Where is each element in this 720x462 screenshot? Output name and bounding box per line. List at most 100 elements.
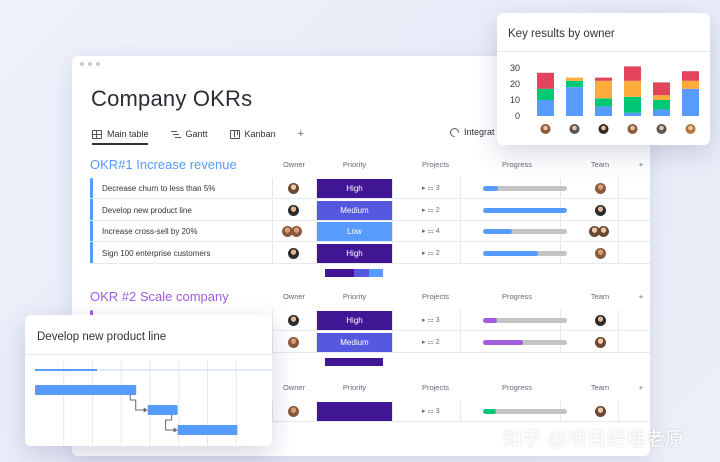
table-row[interactable]: Decrease churn to less than 5% High ▸ ⚏ 3 [90, 178, 650, 199]
team-avatar[interactable] [595, 247, 606, 259]
bar-segment[interactable] [537, 100, 554, 116]
owner-avatar[interactable] [288, 204, 299, 216]
bar-segment[interactable] [624, 66, 641, 81]
integrate-icon [448, 125, 461, 139]
add-column-button[interactable]: + [638, 292, 644, 301]
bar-segment[interactable] [624, 112, 641, 116]
priority-status[interactable]: High [317, 311, 392, 330]
team-avatar[interactable] [589, 226, 600, 237]
owner-avatar[interactable] [288, 406, 299, 417]
team-avatar[interactable] [598, 226, 609, 237]
owner-avatar[interactable] [288, 315, 299, 326]
row-name[interactable]: Sign 100 enterprise customers [102, 248, 211, 258]
integrate-label: Integrat [464, 127, 495, 137]
bar-segment[interactable] [595, 80, 612, 99]
table-row[interactable]: ▸ ⚏ 3 [90, 401, 650, 422]
progress-bar [483, 409, 567, 414]
y-tick-label: 20 [510, 79, 520, 89]
table-row[interactable]: Sign 100 enterprise customers High ▸ ⚏ 2 [90, 242, 650, 264]
bar-segment[interactable] [595, 98, 612, 107]
row-name[interactable]: Decrease churn to less than 5% [102, 184, 216, 193]
col-header-team: Team [590, 160, 610, 169]
bar-segment[interactable] [682, 80, 699, 89]
bar-segment[interactable] [624, 80, 641, 97]
bar-segment[interactable] [682, 71, 699, 81]
gantt-task-bar[interactable] [147, 405, 178, 415]
col-header-projects: Projects [421, 160, 450, 169]
projects-link[interactable]: ▸ ⚏ 3 [422, 184, 440, 192]
priority-status[interactable]: High [317, 179, 392, 198]
team-avatar[interactable] [595, 204, 606, 216]
projects-link[interactable]: ▸ ⚏ 2 [422, 206, 440, 214]
col-header-priority: Priority [342, 160, 367, 169]
bar-segment[interactable] [566, 87, 583, 116]
dependency-arrowhead [173, 427, 178, 433]
gantt-task-bar[interactable] [177, 425, 238, 435]
projects-link[interactable]: ▸ ⚏ 2 [422, 338, 440, 346]
add-view-button[interactable]: + [297, 128, 305, 140]
owner-avatar[interactable] [291, 226, 302, 237]
group-title[interactable]: OKR #2 Scale company [90, 289, 229, 304]
projects-link[interactable]: ▸ ⚏ 3 [422, 407, 440, 415]
projects-link[interactable]: ▸ ⚏ 3 [422, 316, 440, 324]
cell-divider [460, 242, 461, 263]
owner-avatar[interactable] [288, 183, 299, 194]
row-name[interactable]: Develop new product line [102, 205, 192, 215]
bar-segment[interactable] [653, 95, 670, 100]
priority-status[interactable] [317, 402, 392, 421]
tab-gantt-label: Gantt [185, 129, 208, 139]
gantt-task-bar[interactable] [35, 385, 137, 395]
table-row[interactable]: High ▸ ⚏ 3 [90, 310, 650, 331]
tab-gantt[interactable]: Gantt [170, 129, 208, 139]
cell-divider [316, 242, 317, 263]
subitems-icon: ⚏ [427, 317, 436, 324]
cell-divider [316, 178, 317, 198]
team-avatar[interactable] [595, 406, 606, 417]
gantt-card-title: Develop new product line [37, 331, 167, 343]
gantt-timeline [35, 361, 272, 446]
projects-link[interactable]: ▸ ⚏ 4 [422, 227, 440, 235]
priority-status[interactable]: Medium [317, 332, 392, 352]
active-tab-indicator [92, 143, 148, 145]
bar-segment[interactable] [537, 88, 554, 100]
bar-segment[interactable] [653, 82, 670, 96]
owner-avatar[interactable] [282, 226, 293, 237]
cell-divider [272, 242, 273, 263]
bar-segment[interactable] [595, 106, 612, 116]
owner-avatar[interactable] [288, 247, 299, 259]
bar-segment[interactable] [595, 77, 612, 81]
bar-segment[interactable] [537, 72, 554, 89]
cell-divider [272, 310, 273, 330]
table-row[interactable]: Develop new product line Medium ▸ ⚏ 2 [90, 199, 650, 221]
bar-segment[interactable] [624, 96, 641, 113]
priority-status[interactable]: Low [317, 222, 392, 241]
col-header-progress: Progress [501, 383, 532, 392]
tab-kanban[interactable]: Kanban [229, 129, 276, 139]
bar-segment[interactable] [653, 109, 670, 116]
y-tick-label: 0 [515, 111, 520, 121]
group-okr-2: OKR #2 Scale company Owner Priority Project… [90, 288, 650, 369]
col-header-progress: Progress [501, 160, 532, 169]
col-header-projects: Projects [421, 383, 450, 392]
add-column-button[interactable]: + [638, 383, 644, 392]
cell-divider [316, 199, 317, 220]
team-avatar[interactable] [595, 183, 606, 194]
priority-status[interactable]: Medium [317, 200, 392, 220]
table-row[interactable]: Medium ▸ ⚏ 2 [90, 331, 650, 353]
bar-segment[interactable] [566, 77, 583, 81]
summary-segment [325, 269, 354, 277]
tab-main-table[interactable]: Main table [92, 129, 149, 139]
team-avatar[interactable] [595, 336, 606, 348]
bar-segment[interactable] [566, 80, 583, 88]
projects-link[interactable]: ▸ ⚏ 2 [422, 249, 440, 257]
integrate-button[interactable]: Integrat [448, 125, 495, 139]
bar-segment[interactable] [653, 100, 670, 110]
row-name[interactable]: Increase cross-sell by 20% [102, 227, 198, 236]
group-title[interactable]: OKR#1 Increase revenue [90, 157, 237, 172]
add-column-button[interactable]: + [638, 160, 644, 169]
owner-avatar[interactable] [288, 336, 299, 348]
priority-status[interactable]: High [317, 243, 392, 263]
bar-segment[interactable] [682, 88, 699, 116]
team-avatar[interactable] [595, 315, 606, 326]
table-row[interactable]: Increase cross-sell by 20% Low ▸ ⚏ 4 [90, 221, 650, 242]
